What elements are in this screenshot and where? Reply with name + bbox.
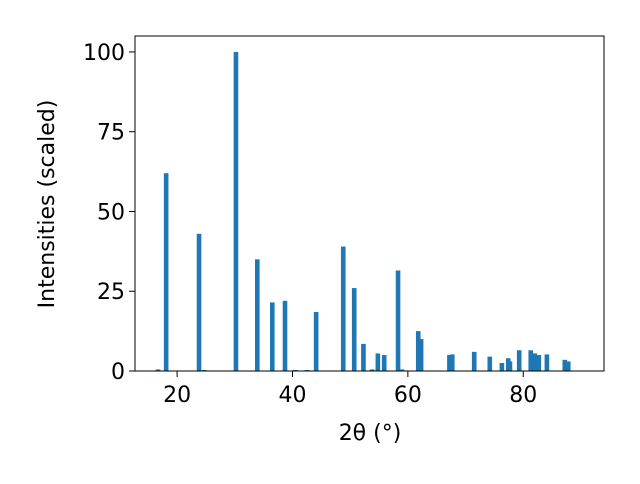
bar	[340, 246, 346, 371]
bar	[282, 300, 288, 371]
bar	[254, 259, 260, 371]
bar	[269, 302, 275, 371]
bar	[196, 233, 202, 371]
bar	[381, 355, 387, 371]
bar	[449, 354, 455, 371]
plot-frame	[134, 35, 605, 372]
bar	[516, 350, 522, 371]
bar	[565, 361, 571, 371]
bar	[163, 173, 169, 371]
bar	[507, 361, 513, 371]
bar	[544, 354, 550, 371]
x-tick-label: 60	[394, 383, 422, 408]
bar	[536, 355, 542, 371]
y-tick-label: 75	[97, 121, 125, 146]
bar	[471, 351, 477, 371]
bar	[375, 353, 381, 371]
bar	[487, 356, 493, 371]
x-axis-label: 2θ (°)	[339, 421, 402, 446]
bar	[369, 369, 375, 371]
bar	[351, 288, 357, 371]
y-axis-label: Intensities (scaled)	[35, 100, 60, 309]
x-tick-label: 40	[278, 383, 306, 408]
bar	[562, 359, 568, 371]
bar	[361, 343, 366, 371]
bar	[399, 369, 405, 371]
x-tick-label: 20	[163, 383, 191, 408]
bar	[415, 331, 421, 371]
bar	[395, 270, 401, 371]
bar	[155, 369, 161, 371]
x-tick-label: 80	[509, 383, 537, 408]
bar	[313, 311, 319, 371]
bar	[499, 363, 505, 371]
y-tick-label: 50	[97, 200, 125, 225]
y-tick-label: 100	[83, 41, 125, 66]
y-tick-label: 25	[97, 280, 125, 305]
y-tick-label: 0	[111, 360, 125, 385]
bar	[233, 51, 239, 371]
bar	[532, 353, 538, 371]
bar	[418, 339, 424, 371]
bar	[447, 355, 452, 371]
bar	[528, 350, 534, 371]
